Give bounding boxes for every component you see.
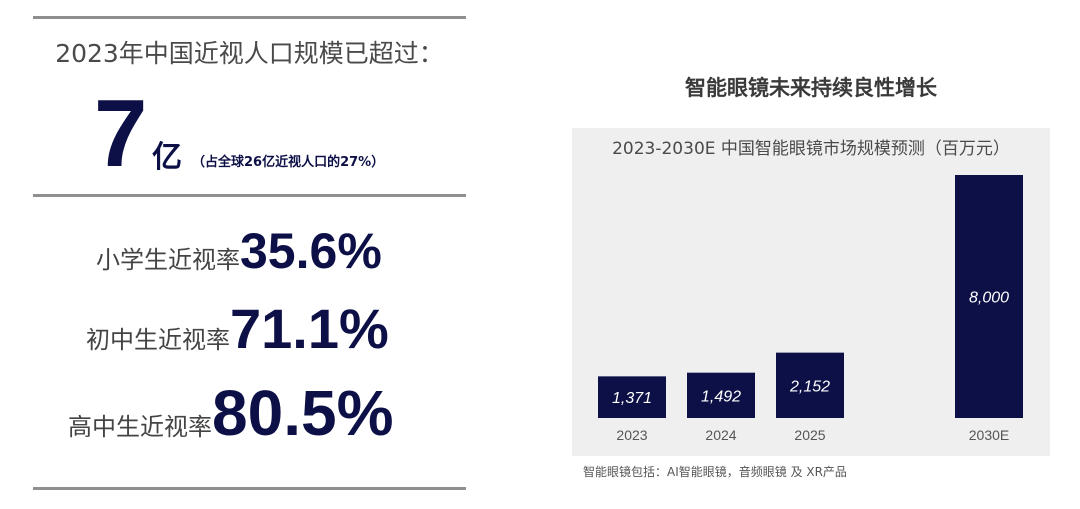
myopia-headline: 2023年中国近视人口规模已超过： bbox=[55, 39, 444, 68]
high-school-rate: 高中生近视率80.5% bbox=[68, 376, 393, 450]
rate-label: 高中生近视率 bbox=[68, 413, 212, 441]
bar-value-label: 1,371 bbox=[612, 390, 652, 407]
bar-2025 bbox=[776, 352, 844, 418]
x-tick-label: 2024 bbox=[705, 427, 736, 443]
bottom-divider bbox=[33, 487, 466, 490]
x-tick-label: 2025 bbox=[794, 427, 825, 443]
primary-school-rate: 小学生近视率35.6% bbox=[96, 222, 382, 280]
middle-school-rate: 初中生近视率71.1% bbox=[86, 296, 389, 361]
chart-header: 智能眼镜未来持续良性增长 bbox=[685, 76, 937, 100]
bar-value-label: 1,492 bbox=[701, 388, 741, 405]
bar-2024 bbox=[687, 372, 755, 418]
rate-value: 71.1% bbox=[230, 297, 389, 360]
myopia-population-note: （占全球26亿近视人口的27%） bbox=[192, 155, 385, 170]
chart-footnote: 智能眼镜包括：AI智能眼镜，音频眼镜 及 XR产品 bbox=[583, 465, 847, 479]
chart-title: 2023-2030E 中国智能眼镜市场规模预测（百万元） bbox=[612, 139, 1010, 159]
myopia-population-number: 7 bbox=[94, 80, 148, 187]
rate-label: 小学生近视率 bbox=[96, 246, 240, 274]
rate-label: 初中生近视率 bbox=[86, 326, 230, 354]
bar-2023 bbox=[598, 376, 666, 418]
bar-value-label: 8,000 bbox=[969, 290, 1009, 307]
bar-2030E bbox=[955, 175, 1023, 418]
x-tick-label: 2023 bbox=[616, 427, 647, 443]
rate-value: 80.5% bbox=[212, 377, 394, 449]
bar-value-label: 2,152 bbox=[789, 378, 830, 395]
rate-value: 35.6% bbox=[240, 223, 382, 279]
middle-divider bbox=[33, 194, 466, 197]
x-tick-label: 2030E bbox=[969, 427, 1009, 443]
top-divider bbox=[33, 16, 466, 19]
bar-chart: 1,371 2023 1,492 2024 2,152 2025 8,000 2030E bbox=[598, 175, 1023, 443]
myopia-population-unit: 亿 bbox=[152, 140, 182, 175]
chart-panel: 2023-2030E 中国智能眼镜市场规模预测（百万元） 1,371 2023 1,… bbox=[572, 128, 1050, 456]
